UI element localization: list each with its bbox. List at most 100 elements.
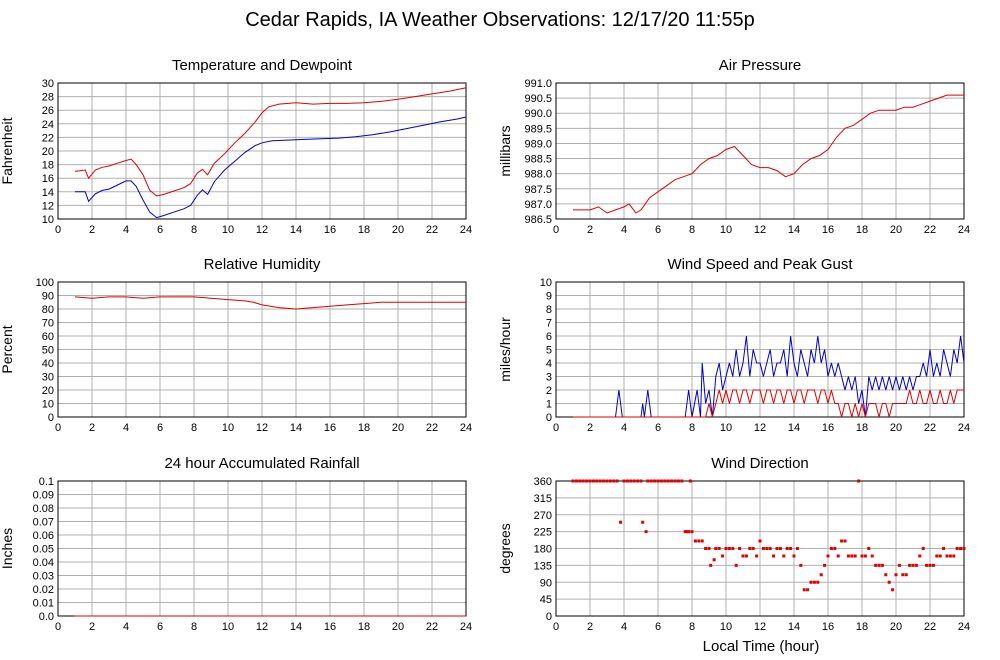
data-point (925, 563, 929, 567)
global-x-axis-label: Local Time (hour) (703, 638, 820, 655)
data-point (772, 554, 776, 558)
chart-title: 24 hour Accumulated Rainfall (164, 455, 359, 472)
plot-frame (57, 82, 467, 220)
x-tick-label: 22 (426, 422, 438, 434)
data-point (717, 547, 721, 550)
data-point (644, 530, 648, 534)
data-point (901, 573, 905, 577)
x-tick-label: 24 (958, 224, 970, 236)
y-tick-label: 987.0 (524, 199, 552, 211)
data-point (911, 563, 915, 567)
data-point (748, 547, 752, 550)
y-tick-label: 990.0 (524, 108, 552, 120)
x-tick-label: 12 (256, 422, 268, 434)
x-tick-label: 6 (157, 621, 163, 633)
y-tick-label: 0.07 (33, 517, 54, 529)
data-point (632, 479, 636, 483)
y-tick-label: 135 (534, 560, 552, 572)
y-tick-label: 0.08 (33, 503, 54, 515)
y-tick-label: 180 (534, 544, 552, 556)
x-tick-label: 8 (689, 224, 695, 236)
x-tick-label: 6 (157, 422, 163, 434)
x-tick-label: 14 (290, 422, 302, 434)
y-tick-label: 8 (546, 304, 552, 316)
plot-frame (555, 281, 965, 418)
x-tick-label: 4 (621, 621, 627, 633)
y-tick-label: 270 (534, 510, 552, 522)
chart-title: Temperature and Dewpoint (172, 57, 353, 74)
x-tick-label: 20 (890, 621, 902, 633)
y-tick-label: 0 (546, 611, 552, 623)
x-tick-label: 12 (256, 224, 268, 236)
x-tick-label: 14 (290, 224, 302, 236)
chart-title: Wind Direction (711, 455, 809, 472)
data-point (721, 554, 725, 558)
data-point (755, 554, 759, 558)
y-tick-label: 9 (546, 291, 552, 303)
data-point (588, 479, 592, 483)
data-point (639, 479, 643, 483)
page-title: Cedar Rapids, IA Weather Observations: 1… (245, 9, 755, 31)
x-tick-label: 24 (460, 422, 472, 434)
y-tick-label: 10 (42, 214, 54, 226)
data-point (880, 563, 884, 567)
x-tick-label: 16 (822, 422, 834, 434)
data-point (688, 479, 692, 483)
data-point (829, 547, 833, 550)
data-point (676, 479, 680, 483)
x-tick-label: 10 (222, 224, 234, 236)
data-point (785, 547, 789, 550)
x-tick-label: 14 (788, 224, 800, 236)
x-tick-label: 24 (958, 621, 970, 633)
series-line-red (74, 87, 467, 197)
x-tick-label: 4 (123, 621, 129, 633)
x-tick-label: 24 (958, 422, 970, 434)
data-point (904, 573, 908, 577)
y-tick-label: 0.06 (33, 530, 54, 542)
data-point (765, 547, 769, 550)
y-tick-label: 60 (42, 331, 54, 343)
data-point (914, 563, 918, 567)
y-tick-label: 991.0 (524, 78, 552, 90)
y-tick-label: 28 (42, 92, 54, 104)
y-tick-label: 989.0 (524, 138, 552, 150)
x-tick-label: 22 (426, 621, 438, 633)
x-tick-label: 14 (290, 621, 302, 633)
y-axis-label: millibars (497, 125, 513, 176)
data-point (744, 554, 748, 558)
data-point (823, 563, 827, 567)
data-point (622, 479, 626, 483)
x-tick-label: 22 (924, 422, 936, 434)
data-point (751, 547, 755, 550)
y-tick-label: 0.03 (33, 571, 54, 583)
y-tick-label: 0 (48, 412, 54, 424)
x-tick-label: 14 (788, 422, 800, 434)
data-point (921, 547, 925, 550)
x-tick-label: 20 (890, 422, 902, 434)
data-point (938, 554, 942, 558)
y-tick-label: 5 (546, 345, 552, 357)
x-tick-label: 12 (754, 621, 766, 633)
data-point (615, 479, 619, 483)
x-tick-label: 2 (587, 621, 593, 633)
data-point (653, 479, 657, 483)
series-line-blue (573, 335, 965, 418)
x-tick-label: 16 (822, 621, 834, 633)
y-tick-label: 4 (546, 358, 552, 370)
x-tick-label: 22 (924, 224, 936, 236)
y-tick-label: 10 (540, 277, 552, 289)
data-point (952, 554, 956, 558)
data-point (581, 479, 585, 483)
data-point (874, 563, 878, 567)
data-point (608, 479, 612, 483)
y-tick-label: 90 (42, 291, 54, 303)
data-point (768, 547, 772, 550)
data-point (625, 479, 629, 483)
y-tick-label: 16 (42, 173, 54, 185)
x-tick-label: 4 (123, 422, 129, 434)
y-tick-label: 987.5 (524, 184, 552, 196)
x-tick-label: 4 (621, 422, 627, 434)
data-point (666, 479, 670, 483)
